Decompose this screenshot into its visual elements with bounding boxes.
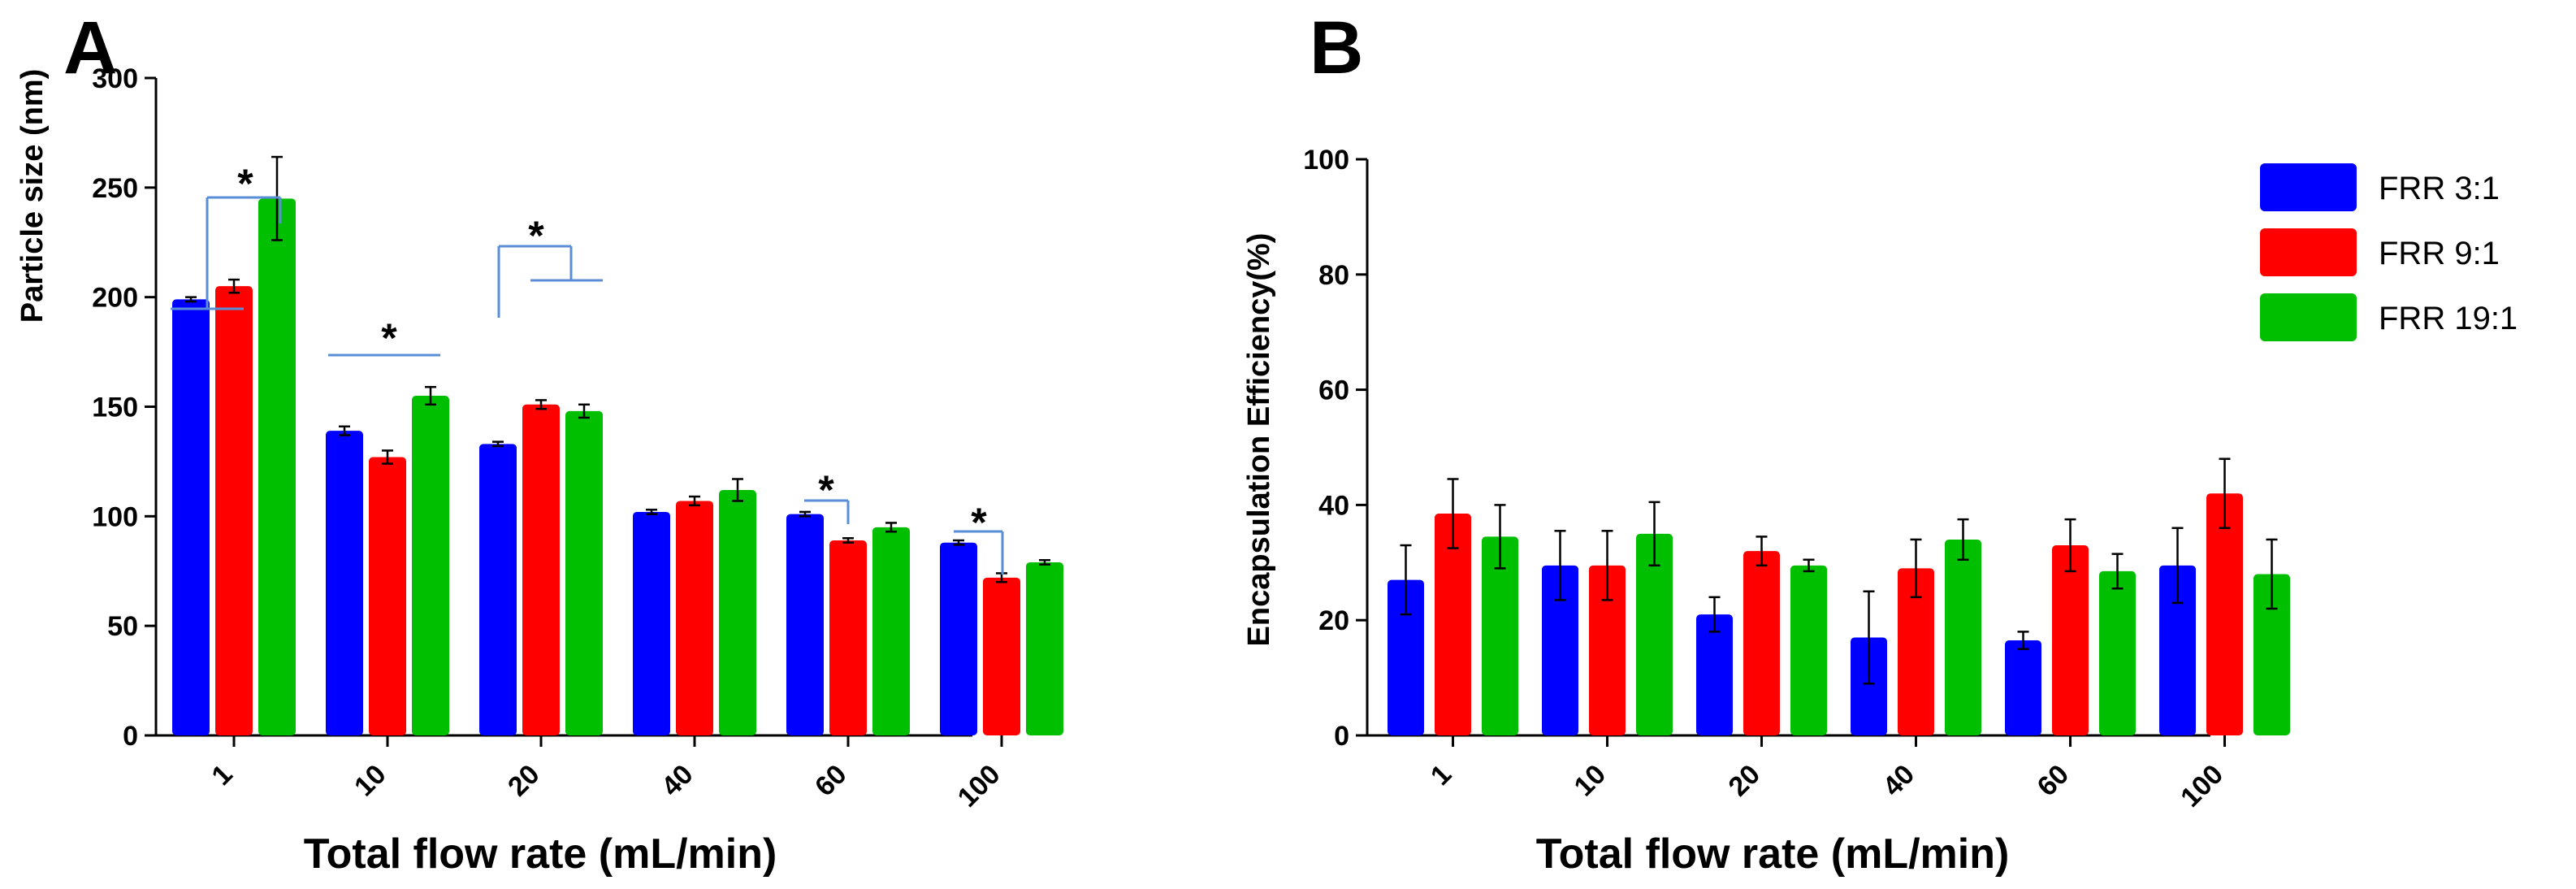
chart-b-bar-frr-3-1-40 [1851,637,1887,735]
chart-b: B Encapsulation Efficiency(%) Total flow… [1242,7,2518,878]
chart-b-bar-frr-3-1-20 [1696,614,1733,735]
chart-a-bar-frr-19-1-60 [872,527,910,735]
chart-a-y-tick-label: 100 [92,501,138,532]
chart-a-x-tick-label: 40 [656,759,699,803]
chart-b-x-ticks: 1 10 20 40 60 100 [1425,735,2229,813]
chart-a-bar-frr-3-1-20 [479,444,517,735]
chart-a-x-axis-title: Total flow rate (mL/min) [304,830,777,878]
chart-b-bar-frr-19-1-20 [1790,565,1827,735]
chart-a-error-bars [185,155,1050,583]
chart-a-bar-frr-3-1-10 [326,431,363,735]
chart-b-bar-frr-9-1-1 [1435,514,1471,735]
chart-b-bar-frr-19-1-100 [2253,574,2290,735]
chart-a-bar-frr-3-1-60 [786,514,824,735]
chart-a-bar-frr-9-1-20 [522,404,560,735]
significance-star: * [971,500,987,545]
legend-swatch-frr-19-1 [2260,293,2357,341]
chart-b-bar-frr-3-1-10 [1542,565,1578,735]
chart-a-bar-frr-9-1-1 [215,286,253,735]
chart-b-bar-frr-19-1-60 [2099,570,2136,735]
chart-b-legend: FRR 3:1 FRR 9:1 FRR 19:1 [2260,163,2518,341]
chart-b-bar-frr-9-1-100 [2206,493,2243,735]
legend-label: FRR 9:1 [2379,236,2500,271]
chart-a-bar-frr-19-1-100 [1026,562,1063,735]
legend-label: FRR 3:1 [2379,171,2500,206]
chart-a-bar-frr-19-1-40 [719,489,756,735]
chart-b-y-tick-label: 100 [1303,145,1349,176]
chart-b-bar-frr-19-1-1 [1482,536,1518,735]
chart-b-bar-frr-9-1-10 [1589,565,1626,735]
panel-a-letter: A [63,7,117,89]
chart-b-bar-frr-19-1-10 [1636,533,1673,735]
chart-b-y-axis-title: Encapsulation Efficiency(%) [1242,233,1276,647]
legend-swatch-frr-3-1 [2260,163,2357,211]
chart-b-bar-frr-9-1-60 [2052,545,2089,735]
chart-a-y-tick-label: 250 [92,173,138,204]
chart-a: A Particle size (nm) Total flow rate (mL… [15,7,1063,878]
chart-b-bar-frr-9-1-20 [1743,551,1780,735]
chart-b-x-tick-label: 40 [1877,759,1921,803]
chart-b-y-tick-label: 80 [1318,260,1349,291]
chart-a-bar-frr-19-1-1 [258,198,296,736]
chart-b-bar-frr-3-1-1 [1388,579,1424,735]
chart-b-y-tick-label: 60 [1318,375,1349,406]
chart-b-x-tick-label: 1 [1425,759,1457,791]
chart-a-bar-frr-9-1-10 [369,457,406,735]
chart-a-significance: * * * * * [171,161,1004,575]
chart-a-x-tick-label: 100 [952,759,1007,813]
chart-b-bar-frr-9-1-40 [1898,568,1934,735]
chart-a-bar-frr-9-1-40 [676,501,713,735]
chart-b-bars [1388,493,2290,735]
chart-b-x-tick-label: 100 [2175,759,2229,813]
chart-b-x-tick-label: 10 [1569,759,1613,803]
chart-b-error-bars [1400,458,2278,685]
chart-a-y-tick-label: 150 [92,392,138,423]
significance-star: * [528,213,544,258]
chart-a-bar-frr-19-1-20 [565,410,603,735]
chart-b-y-ticks: 0 20 40 60 80 100 [1303,145,1367,752]
chart-a-bar-frr-3-1-40 [633,511,670,735]
chart-a-bar-frr-3-1-1 [172,299,210,735]
chart-a-bar-frr-9-1-60 [829,540,867,735]
chart-b-x-tick-label: 20 [1723,759,1767,803]
chart-b-y-tick-label: 20 [1318,605,1349,636]
chart-a-x-tick-label: 20 [502,759,546,803]
chart-b-bar-frr-3-1-100 [2159,565,2196,735]
chart-b-bar-frr-3-1-60 [2005,640,2041,735]
chart-a-y-tick-label: 300 [92,63,138,94]
chart-a-y-ticks: 0 50 100 150 200 250 300 [92,63,156,752]
chart-b-bar-frr-19-1-40 [1945,539,1981,735]
chart-a-bar-frr-9-1-100 [983,577,1020,735]
chart-a-y-tick-label: 200 [92,283,138,314]
significance-star: * [381,315,397,361]
chart-a-x-tick-label: 10 [349,759,392,803]
panel-b-letter: B [1310,7,1363,89]
significance-star: * [237,161,253,206]
chart-b-x-tick-label: 60 [2032,759,2076,803]
chart-b-y-tick-label: 0 [1334,721,1349,752]
chart-a-bar-frr-3-1-100 [940,542,977,735]
chart-b-x-axis-title: Total flow rate (mL/min) [1536,830,2010,878]
significance-star: * [818,467,834,513]
chart-a-y-tick-label: 50 [107,611,138,642]
chart-a-x-tick-label: 60 [809,759,853,803]
chart-a-y-axis-title: Particle size (nm) [15,69,50,323]
legend-label: FRR 19:1 [2379,301,2518,336]
chart-b-y-tick-label: 40 [1318,490,1349,521]
chart-a-y-tick-label: 0 [123,721,138,752]
chart-a-bar-frr-19-1-10 [412,396,449,735]
chart-a-x-ticks: 1 10 20 40 60 100 [206,735,1007,813]
chart-a-x-tick-label: 1 [206,759,238,791]
legend-swatch-frr-9-1 [2260,228,2357,276]
chart-a-bars [172,198,1063,736]
